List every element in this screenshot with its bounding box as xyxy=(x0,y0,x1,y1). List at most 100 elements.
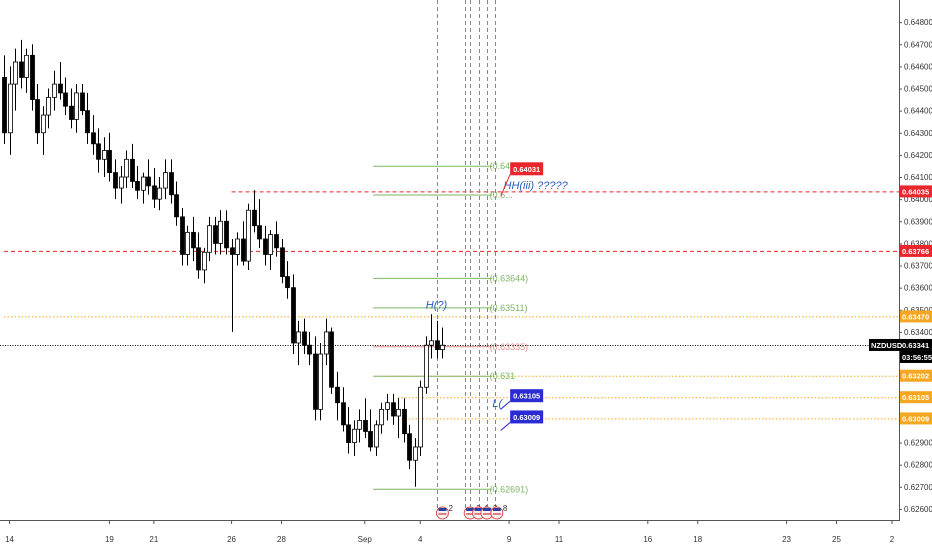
event-marker-4[interactable]: 8 xyxy=(490,504,508,520)
candle-body xyxy=(313,353,318,410)
fib-label-4: (0.63335) xyxy=(490,342,529,352)
candle-8 xyxy=(46,88,51,129)
candle-14 xyxy=(80,84,85,116)
candle-3 xyxy=(19,39,24,89)
callout-0: 0.64031 xyxy=(500,162,544,197)
candle-34 xyxy=(191,216,196,262)
candle-body xyxy=(46,96,51,116)
candle-body xyxy=(341,402,346,426)
candle-35 xyxy=(196,232,201,279)
candle-30 xyxy=(169,159,174,204)
callout-label: 0.63009 xyxy=(513,413,540,422)
candle-22 xyxy=(124,150,129,189)
candle-body xyxy=(185,231,190,255)
candle-44 xyxy=(246,203,251,270)
symbol-tag-box xyxy=(869,338,932,351)
candle-body xyxy=(91,132,96,145)
time-tick-label-1: 19 xyxy=(105,535,114,544)
candle-65 xyxy=(363,398,368,439)
candle-body xyxy=(130,158,135,182)
price-tick-label-10: 0.63800 xyxy=(904,239,932,248)
candle-body xyxy=(124,158,129,178)
countdown-box xyxy=(900,350,932,363)
time-tick-label-4: 28 xyxy=(277,535,286,544)
callout-box xyxy=(510,410,544,424)
axis-tag-label: 0.63105 xyxy=(902,393,929,402)
price-callouts: 0.64031 0.63105 0.63009 xyxy=(500,162,544,431)
callout-pointer xyxy=(500,400,511,410)
fib-label-0: (0.64151) xyxy=(490,161,529,171)
event-marker-0[interactable]: 2 xyxy=(435,504,453,520)
candle-body xyxy=(363,420,368,432)
candle-body xyxy=(335,386,340,404)
candle-body xyxy=(180,216,185,255)
candle-body xyxy=(163,172,168,189)
candle-21 xyxy=(119,165,124,204)
candle-18 xyxy=(102,137,107,178)
candle-body xyxy=(107,150,112,173)
candle-body xyxy=(35,99,40,134)
axis-tag-3: 0.63202 xyxy=(900,369,932,382)
candle-body xyxy=(391,402,396,417)
candle-body xyxy=(69,105,74,120)
candle-body xyxy=(63,92,68,107)
candle-body xyxy=(263,238,268,255)
candle-body xyxy=(2,77,7,134)
candle-33 xyxy=(185,225,190,266)
price-tick-label-4: 0.64400 xyxy=(904,107,932,116)
candle-body xyxy=(285,276,290,289)
candle-67 xyxy=(374,420,379,456)
candle-74 xyxy=(413,438,418,487)
price-tick-label-2: 0.64600 xyxy=(904,62,932,71)
current-price-label: 0.63341 xyxy=(902,341,929,350)
annotation-2: L( xyxy=(492,398,503,410)
candle-26 xyxy=(146,159,151,195)
candle-body xyxy=(324,331,329,355)
price-axis[interactable]: 0.64800 0.64700 0.64600 0.64500 0.64400 0.643… xyxy=(899,18,932,514)
flag-canton xyxy=(466,508,475,511)
candle-58 xyxy=(324,318,329,366)
price-tick-label-9: 0.63900 xyxy=(904,217,932,226)
fib-label-5: (0.631 xyxy=(490,371,516,381)
event-markers[interactable]: 23128 xyxy=(435,504,508,520)
candle-75 xyxy=(418,380,423,456)
candle-body xyxy=(368,431,373,448)
candle-13 xyxy=(74,84,79,133)
candle-body xyxy=(30,54,35,100)
countdown-label: 03:56:55 xyxy=(902,353,932,362)
candle-69 xyxy=(385,393,390,421)
candle-57 xyxy=(318,342,323,421)
candle-5 xyxy=(30,44,35,111)
candle-body xyxy=(424,344,429,388)
candle-0 xyxy=(2,55,7,144)
candle-body xyxy=(329,331,334,388)
candle-body xyxy=(174,194,179,218)
candle-body xyxy=(24,54,29,78)
callout-1: 0.63105 xyxy=(500,389,544,410)
candle-body xyxy=(146,176,151,187)
candle-17 xyxy=(96,128,101,173)
candle-body xyxy=(235,238,240,255)
candle-body xyxy=(102,150,107,160)
candle-body xyxy=(41,114,46,134)
candle-15 xyxy=(85,92,90,144)
candle-body xyxy=(402,408,407,435)
candle-11 xyxy=(63,77,68,116)
price-tick-label-22: 0.62600 xyxy=(904,505,932,514)
axis-tag-5: 0.63009 xyxy=(900,412,932,425)
candle-76 xyxy=(424,336,429,394)
candle-body xyxy=(218,220,223,244)
candle-body xyxy=(119,176,124,189)
candle-body xyxy=(213,225,218,244)
time-axis[interactable]: 14 19 21 26 28 Sep 4 9 11 16 18 23 25 2 xyxy=(5,520,895,544)
candle-36 xyxy=(202,247,207,284)
current-price-tag: NZDUSD 0.63341 03:56:55 xyxy=(869,338,932,363)
candle-48 xyxy=(268,230,273,270)
axis-tag-4: 0.63105 xyxy=(900,391,932,404)
axis-tag-box xyxy=(900,185,932,198)
candle-24 xyxy=(135,165,140,200)
candle-39 xyxy=(218,210,223,255)
candle-63 xyxy=(352,420,357,456)
candle-41 xyxy=(230,238,235,332)
